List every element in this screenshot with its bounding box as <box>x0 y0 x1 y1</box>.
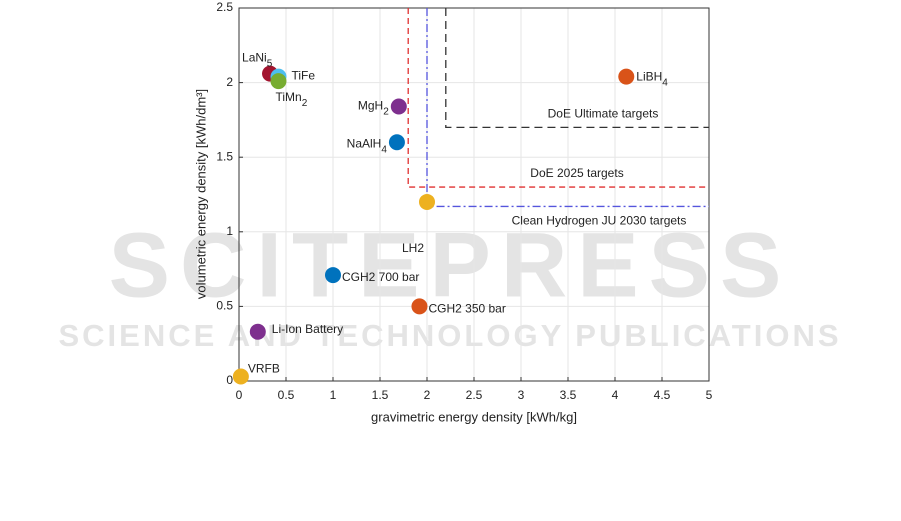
target-label: DoE Ultimate targets <box>548 107 659 121</box>
y-tick-label: 1 <box>226 224 233 238</box>
x-axis-label: gravimetric energy density [kWh/kg] <box>371 409 577 424</box>
point <box>388 134 405 151</box>
y-tick-label: 1.5 <box>216 149 233 163</box>
point <box>411 298 428 315</box>
point-label-text: LiBH <box>636 70 662 84</box>
point-label: VRFB <box>248 362 280 376</box>
point <box>390 98 407 115</box>
y-tick-label: 2.5 <box>216 0 233 14</box>
axes-box <box>238 7 710 382</box>
point-label: LH2 <box>402 241 424 255</box>
watermark-subtitle: SCIENCE AND TECHNOLOGY PUBLICATIONS <box>58 318 841 353</box>
point-label-text: TiFe <box>291 69 315 83</box>
x-tick-label: 2.5 <box>466 388 483 402</box>
point <box>232 368 249 385</box>
point-label-text: LH2 <box>402 241 424 255</box>
point-label-sub: 2 <box>383 106 389 117</box>
point-label-text: MgH <box>358 99 383 113</box>
point-label: LaNi5 <box>242 51 273 69</box>
point-label: NaAlH4 <box>347 136 388 154</box>
point-label: Li-Ion Battery <box>272 322 343 336</box>
y-tick-label: 0 <box>226 373 233 387</box>
point-label-sub: 4 <box>381 144 387 155</box>
point-label: TiFe <box>291 69 315 83</box>
point-label-text: CGH2 700 bar <box>342 270 419 284</box>
x-tick-label: 4 <box>612 388 619 402</box>
x-tick-label: 4.5 <box>654 388 671 402</box>
point-label-text: NaAlH <box>347 136 382 150</box>
x-tick-label: 0.5 <box>278 388 295 402</box>
point-label-text: Li-Ion Battery <box>272 322 343 336</box>
point-label-sub: 4 <box>662 77 668 88</box>
point-label: TiMn2 <box>275 90 307 108</box>
x-tick-label: 2 <box>424 388 431 402</box>
x-tick-label: 0 <box>236 388 243 402</box>
x-tick-label: 3 <box>518 388 525 402</box>
point <box>618 68 635 85</box>
target-line <box>407 8 709 188</box>
x-tick-label: 5 <box>706 388 713 402</box>
y-tick-label: 0.5 <box>216 299 233 313</box>
x-tick-label: 1.5 <box>372 388 389 402</box>
point-label: CGH2 700 bar <box>342 270 419 284</box>
x-tick-label: 1 <box>330 388 337 402</box>
y-axis-label: volumetric energy density [kWh/dm³] <box>193 89 208 299</box>
point <box>325 267 341 284</box>
target-label: Clean Hydrogen JU 2030 targets <box>512 214 687 228</box>
point <box>270 73 287 90</box>
point <box>419 193 435 210</box>
watermark-title: SCITEPRESS <box>109 214 792 316</box>
point-label: LiBH4 <box>636 70 668 88</box>
point-label: CGH2 350 bar <box>428 302 505 316</box>
target-label: DoE 2025 targets <box>530 166 623 180</box>
point-label-sub: 5 <box>267 58 273 69</box>
point-label-text: VRFB <box>248 362 280 376</box>
point-label-text: CGH2 350 bar <box>428 302 505 316</box>
point-label: MgH2 <box>358 99 389 117</box>
point-label-sub: 2 <box>302 98 308 109</box>
point-label-text: TiMn <box>275 90 301 104</box>
y-tick-label: 2 <box>226 75 233 89</box>
target-line <box>445 8 709 129</box>
x-tick-label: 3.5 <box>560 388 577 402</box>
point-label-text: LaNi <box>242 51 267 65</box>
point <box>249 323 266 340</box>
